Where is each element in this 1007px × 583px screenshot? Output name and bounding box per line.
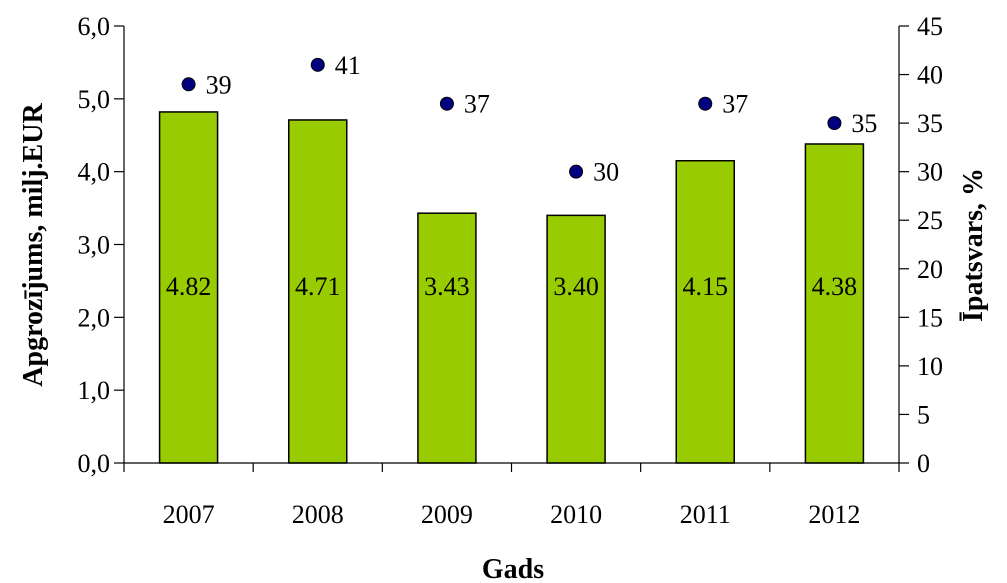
x-tick-label: 2012 xyxy=(808,500,860,529)
y2-tick-label: 25 xyxy=(917,206,943,235)
x-tick-label: 2009 xyxy=(421,500,473,529)
y2-tick-label: 15 xyxy=(917,303,943,332)
bar-value-label: 4.15 xyxy=(683,272,729,301)
y2-tick-label: 5 xyxy=(917,400,930,429)
marker-value-label: 37 xyxy=(722,90,748,119)
marker-2008 xyxy=(311,58,324,71)
bar-2010 xyxy=(547,215,605,463)
y2-tick-label: 20 xyxy=(917,255,943,284)
bar-value-label: 3.43 xyxy=(424,272,470,301)
marker-value-label: 30 xyxy=(593,158,619,187)
x-tick-label: 2007 xyxy=(163,500,215,529)
marker-2009 xyxy=(440,97,453,110)
marker-value-label: 35 xyxy=(851,109,877,138)
y-tick-label: 6,0 xyxy=(78,12,111,41)
marker-value-label: 37 xyxy=(464,90,490,119)
y-axis-title: Apgrozījums, milj.EUR xyxy=(18,103,49,387)
bar-2009 xyxy=(418,213,476,463)
marker-2007 xyxy=(182,78,195,91)
x-tick-label: 2011 xyxy=(680,500,731,529)
marker-value-label: 39 xyxy=(206,70,232,99)
bar-2011 xyxy=(676,161,734,463)
marker-2010 xyxy=(570,165,583,178)
y-tick-label: 0,0 xyxy=(78,449,111,478)
points-layer: 39 41 37 30 37 35 xyxy=(182,51,877,187)
bars-layer xyxy=(160,112,864,463)
y2-tick-label: 35 xyxy=(917,109,943,138)
bar-value-label: 3.40 xyxy=(553,272,599,301)
y-tick-label: 1,0 xyxy=(78,376,111,405)
y2-tick-label: 40 xyxy=(917,61,943,90)
bar-value-label: 4.71 xyxy=(295,272,341,301)
y-tick-label: 4,0 xyxy=(78,158,111,187)
y2-axis-title: Īpatsvars, % xyxy=(958,168,989,322)
bar-value-label: 4.82 xyxy=(166,272,212,301)
axes-layer xyxy=(114,26,909,472)
y2-tick-label: 0 xyxy=(917,449,930,478)
y2-tick-label: 10 xyxy=(917,352,943,381)
y2-tick-label: 30 xyxy=(917,158,943,187)
y-tick-label: 2,0 xyxy=(78,303,111,332)
marker-2011 xyxy=(699,97,712,110)
y-tick-label: 5,0 xyxy=(78,85,111,114)
x-tick-label: 2010 xyxy=(550,500,602,529)
y-tick-label: 3,0 xyxy=(78,231,111,260)
marker-value-label: 41 xyxy=(335,51,361,80)
bar-value-label: 4.38 xyxy=(812,272,858,301)
x-tick-label: 2008 xyxy=(292,500,344,529)
marker-2012 xyxy=(828,117,841,130)
bar-2012 xyxy=(805,144,863,463)
x-axis-title: Gads xyxy=(482,554,544,583)
y2-tick-label: 45 xyxy=(917,12,943,41)
